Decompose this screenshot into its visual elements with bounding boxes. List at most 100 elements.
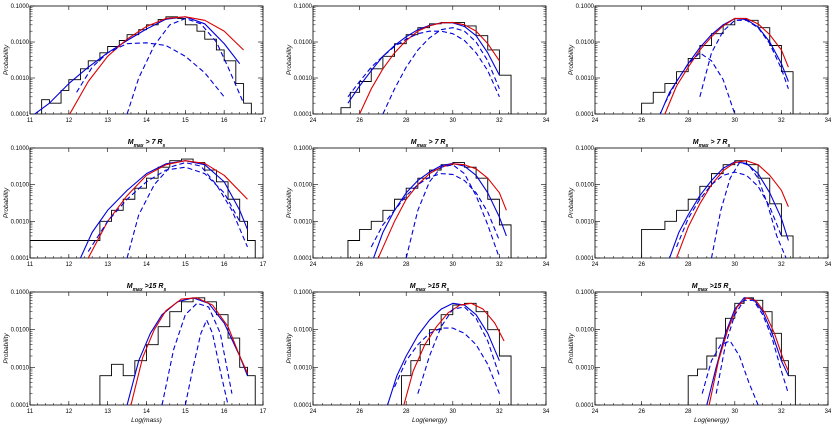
- x-tick-label: 32: [778, 409, 785, 415]
- x-tick-label: 11: [27, 118, 34, 124]
- x-tick-label: 16: [221, 262, 228, 268]
- plot-frame: [312, 291, 547, 406]
- panel-5: 24 26 28 30 32 34 0.0001 0.0010 0.0100 0.1000 Prob…: [286, 139, 550, 268]
- blue-dashed-component: [161, 302, 233, 405]
- x-tick-label: 32: [496, 262, 503, 268]
- x-tick-label: 30: [731, 262, 738, 268]
- blue-fit-curve: [79, 160, 248, 258]
- plot-frame: [594, 291, 829, 406]
- plot-title: Mmax >15 Rs: [127, 283, 167, 293]
- plot-title: Mmax > 7 Rs: [128, 139, 166, 149]
- y-axis-label: Probability: [568, 333, 575, 364]
- red-fit-curve: [676, 160, 789, 258]
- blue-dashed-component: [701, 340, 759, 405]
- blue-fit-curve: [669, 161, 789, 258]
- y-axis-label: Probability: [286, 187, 293, 218]
- panel-2: 24 26 28 30 32 34 0.0001 0.0010 0.0100 0.1000 Prob…: [286, 4, 550, 124]
- panel-4: 11 12 13 14 15 16 17 0.0001 0.0010 0.0100 0.1000 Pr…: [3, 139, 267, 268]
- histogram-series: [641, 160, 794, 258]
- red-fit-curve: [664, 17, 789, 114]
- x-tick-label: 26: [356, 118, 363, 124]
- blue-fit-curve: [126, 297, 248, 405]
- x-tick-label: 17: [260, 409, 267, 415]
- blue-dashed-component: [126, 162, 248, 258]
- y-tick-label: 0.0001: [294, 256, 313, 262]
- y-tick-label: 0.0010: [576, 76, 595, 82]
- plot-frame: [29, 5, 264, 115]
- panel-7: 11 12 13 14 15 16 17 0.0001 0.0010 0.0100 0.1000 Pr…: [3, 283, 267, 424]
- x-tick-label: 28: [685, 409, 692, 415]
- x-tick-label: 26: [638, 409, 645, 415]
- x-tick-label: 14: [143, 262, 150, 268]
- x-tick-label: 12: [65, 118, 72, 124]
- x-tick-label: 24: [592, 118, 599, 124]
- x-tick-label: 15: [182, 118, 189, 124]
- panel-9: 24 26 28 30 32 34 0.0001 0.0010 0.0100 0.1000 Prob…: [568, 283, 831, 424]
- y-tick-label: 0.0100: [294, 328, 313, 334]
- red-fit-curve: [708, 297, 789, 405]
- histogram-series: [30, 158, 256, 258]
- x-tick-label: 12: [65, 262, 72, 268]
- blue-dashed-component: [87, 166, 241, 252]
- x-tick-label: 13: [104, 118, 111, 124]
- y-tick-label: 0.1000: [576, 290, 595, 296]
- y-tick-label: 0.0001: [11, 112, 30, 118]
- blue-dashed-component: [126, 17, 245, 114]
- y-axis-label: Probability: [286, 333, 293, 364]
- red-fit-curve: [377, 163, 507, 258]
- plot-title: Mmax > 7 Rs: [411, 139, 449, 149]
- x-tick-label: 11: [27, 409, 34, 415]
- x-tick-label: 28: [685, 118, 692, 124]
- x-tick-label: 24: [310, 118, 317, 124]
- x-tick-label: 26: [638, 262, 645, 268]
- y-tick-label: 0.1000: [576, 4, 595, 10]
- y-axis-label: Probability: [286, 44, 293, 75]
- red-fit-curve: [87, 160, 248, 258]
- x-tick-label: 30: [731, 409, 738, 415]
- x-axis-label: Log(energy): [412, 417, 447, 424]
- y-tick-label: 0.0001: [294, 403, 313, 409]
- x-tick-label: 26: [356, 262, 363, 268]
- y-tick-label: 0.0010: [294, 76, 313, 82]
- blue-dashed-component: [715, 299, 789, 394]
- y-tick-label: 0.0100: [576, 183, 595, 189]
- x-tick-label: 28: [685, 262, 692, 268]
- blue-dashed-component: [382, 27, 500, 114]
- y-tick-label: 0.0010: [11, 365, 30, 371]
- plot-title: Mmax > 7 Rs: [693, 139, 731, 149]
- y-tick-label: 0.1000: [576, 146, 595, 152]
- x-tick-label: 30: [449, 118, 456, 124]
- x-tick-label: 15: [182, 262, 189, 268]
- y-tick-label: 0.0001: [576, 112, 595, 118]
- blue-dashed-component: [417, 306, 500, 394]
- y-tick-label: 0.0010: [11, 76, 30, 82]
- x-tick-label: 11: [27, 262, 34, 268]
- x-tick-label: 34: [825, 262, 831, 268]
- blue-dashed-component: [710, 162, 787, 258]
- x-tick-label: 28: [403, 262, 410, 268]
- blue-dashed-component: [699, 19, 789, 97]
- x-axis-label: Log(energy): [694, 417, 729, 424]
- x-tick-label: 32: [496, 118, 503, 124]
- x-tick-label: 15: [182, 409, 189, 415]
- y-axis-label: Probability: [3, 187, 10, 218]
- x-tick-label: 30: [449, 409, 456, 415]
- x-tick-label: 26: [356, 409, 363, 415]
- x-tick-label: 32: [778, 118, 785, 124]
- blue-dashed-component: [676, 171, 782, 248]
- histogram-series: [41, 16, 252, 114]
- y-axis-label: Probability: [568, 44, 575, 75]
- y-tick-label: 0.1000: [11, 146, 30, 152]
- y-tick-label: 0.0010: [294, 365, 313, 371]
- blue-dashed-component: [76, 42, 225, 98]
- x-tick-label: 34: [543, 118, 550, 124]
- panel-6: 24 26 28 30 32 34 0.0001 0.0010 0.0100 0.1000 Prob…: [568, 139, 831, 268]
- panel-3: 24 26 28 30 32 34 0.0001 0.0010 0.0100 0.1000 Prob…: [568, 4, 831, 124]
- y-tick-label: 0.1000: [11, 290, 30, 296]
- y-tick-label: 0.0001: [576, 403, 595, 409]
- y-tick-label: 0.0100: [576, 328, 595, 334]
- blue-dashed-component: [405, 164, 500, 258]
- panel-1: 11 12 13 14 15 16 17 0.0001 0.0010 0.0100 0.1000 Pr…: [3, 4, 267, 124]
- y-tick-label: 0.0100: [294, 183, 313, 189]
- histogram-series: [347, 162, 512, 258]
